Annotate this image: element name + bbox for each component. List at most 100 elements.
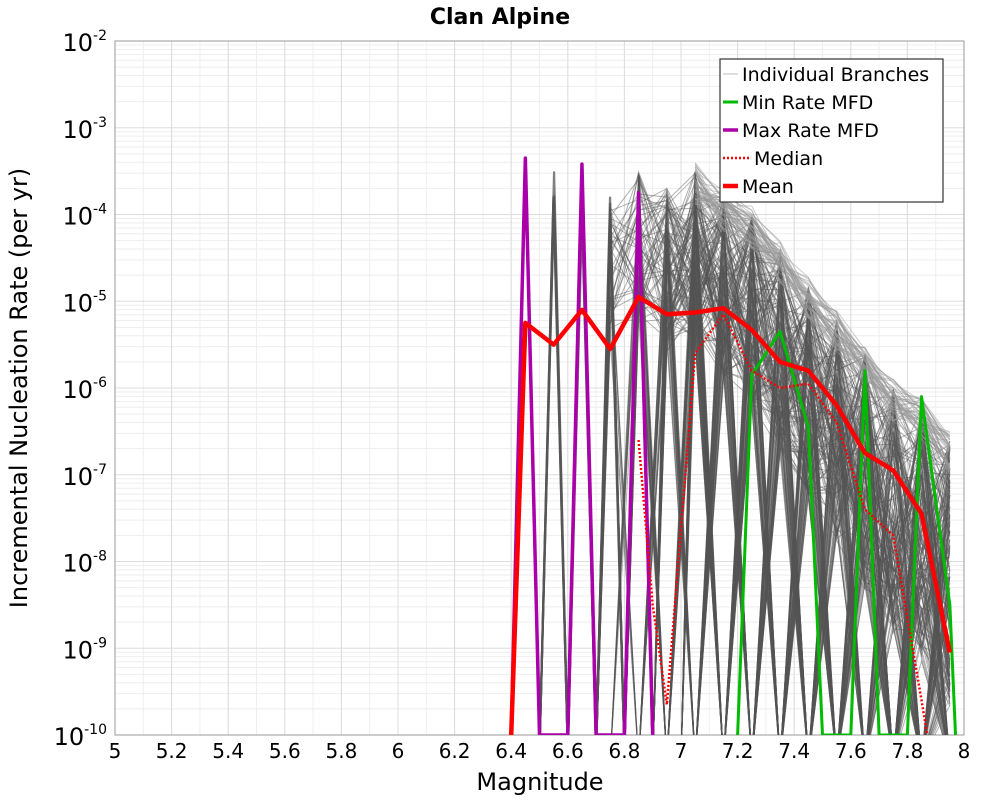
legend-label-median: Median <box>754 148 823 170</box>
branch-line <box>611 187 951 735</box>
branch-line <box>653 196 951 735</box>
branch-line <box>652 219 891 735</box>
branch-line <box>596 257 948 735</box>
branch-line <box>624 192 944 735</box>
branch-line <box>681 264 947 735</box>
branch-line <box>595 208 626 735</box>
x-tick-label: 7.8 <box>891 739 923 763</box>
branch-line <box>567 203 597 735</box>
branch-line <box>696 256 951 735</box>
branch-line <box>724 376 951 735</box>
branch-line <box>652 251 951 735</box>
branch-line <box>624 214 951 735</box>
branch-line <box>652 262 951 735</box>
branch-line <box>639 221 951 735</box>
branch-line <box>596 229 951 735</box>
branch-line <box>681 187 951 735</box>
branch-line <box>681 182 951 735</box>
branch-line <box>652 189 951 735</box>
y-tick-label: 10-5 <box>62 288 107 317</box>
branch-line <box>652 290 892 735</box>
branch-line <box>596 173 947 735</box>
y-tick-exponent: -5 <box>93 288 107 304</box>
x-tick-label: 6.2 <box>439 739 471 763</box>
y-tick-label: 10-9 <box>62 635 107 664</box>
x-tick-label: 5.8 <box>325 739 357 763</box>
branch-line <box>624 204 951 735</box>
legend-label-mean: Mean <box>742 176 794 198</box>
x-tick-label: 6.6 <box>552 739 584 763</box>
y-tick-exponent: -6 <box>93 375 107 391</box>
branch-line <box>653 177 947 735</box>
branch-line <box>639 312 951 735</box>
branch-line <box>694 194 951 446</box>
branch-line <box>652 228 951 735</box>
branch-line <box>653 263 951 735</box>
branch-line <box>681 275 951 735</box>
branch-line <box>639 235 947 735</box>
branch-line <box>596 217 918 735</box>
legend-label-max-rate: Max Rate MFD <box>742 120 879 142</box>
branch-line <box>694 195 951 455</box>
branch-line <box>652 257 950 735</box>
y-tick-label: 10-7 <box>62 462 107 491</box>
branch-line <box>624 174 951 735</box>
branch-line <box>681 291 951 735</box>
y-tick-base: 10 <box>62 636 93 664</box>
branch-line <box>668 334 951 735</box>
branch-line <box>639 234 951 735</box>
y-tick-base: 10 <box>62 203 93 231</box>
branch-line <box>624 189 948 735</box>
branch-line <box>668 315 951 735</box>
branch-line <box>724 324 951 735</box>
branch-line <box>538 195 569 735</box>
branch-line <box>596 216 951 735</box>
branch-line <box>681 287 951 735</box>
branch-line <box>667 194 951 735</box>
branch-line <box>624 197 951 735</box>
x-axis: 5 5.2 5.4 5.6 5.8 6 6.2 6.4 6.6 6.8 7 7.2 7.4 7.6 7.8 8 <box>109 739 971 763</box>
branch-line <box>639 321 951 735</box>
branch-line <box>611 231 951 735</box>
branch-line <box>567 207 597 735</box>
branch-line <box>596 224 948 735</box>
branch-line <box>724 287 951 735</box>
branch-line <box>596 270 951 735</box>
branch-line <box>696 245 946 735</box>
branch-line <box>694 163 951 472</box>
branch-line <box>624 178 891 735</box>
branch-line <box>694 188 951 470</box>
branch-line <box>652 230 920 735</box>
branch-line <box>639 208 951 735</box>
branch-line <box>596 229 949 735</box>
branch-line <box>653 298 951 735</box>
branch-line <box>596 207 943 735</box>
y-tick-exponent: -3 <box>93 115 107 131</box>
branch-line <box>681 171 951 735</box>
branch-line <box>653 294 951 735</box>
branch-line <box>639 196 951 735</box>
y-tick-label: 10-4 <box>62 202 107 231</box>
branch-line <box>596 173 951 735</box>
branch-line <box>596 169 951 735</box>
y-axis-title: Incremental Nucleation Rate (per yr) <box>5 168 33 608</box>
branch-line <box>667 192 951 735</box>
branch-line <box>653 307 951 735</box>
series-mean <box>508 294 953 735</box>
y-tick-exponent: -7 <box>93 462 107 478</box>
branch-line <box>611 172 951 735</box>
branch-line <box>667 294 951 735</box>
branch-line <box>667 234 947 735</box>
branch-line <box>624 175 951 735</box>
branch-line <box>624 242 951 735</box>
branch-line <box>652 220 951 735</box>
branch-line <box>667 251 947 735</box>
branch-line <box>652 296 945 735</box>
branch-line <box>596 201 951 735</box>
branch-line <box>596 249 946 735</box>
y-tick-base: 10 <box>62 116 93 144</box>
branch-line <box>681 211 951 735</box>
branch-line <box>652 189 951 735</box>
x-tick-label: 8 <box>958 739 971 763</box>
